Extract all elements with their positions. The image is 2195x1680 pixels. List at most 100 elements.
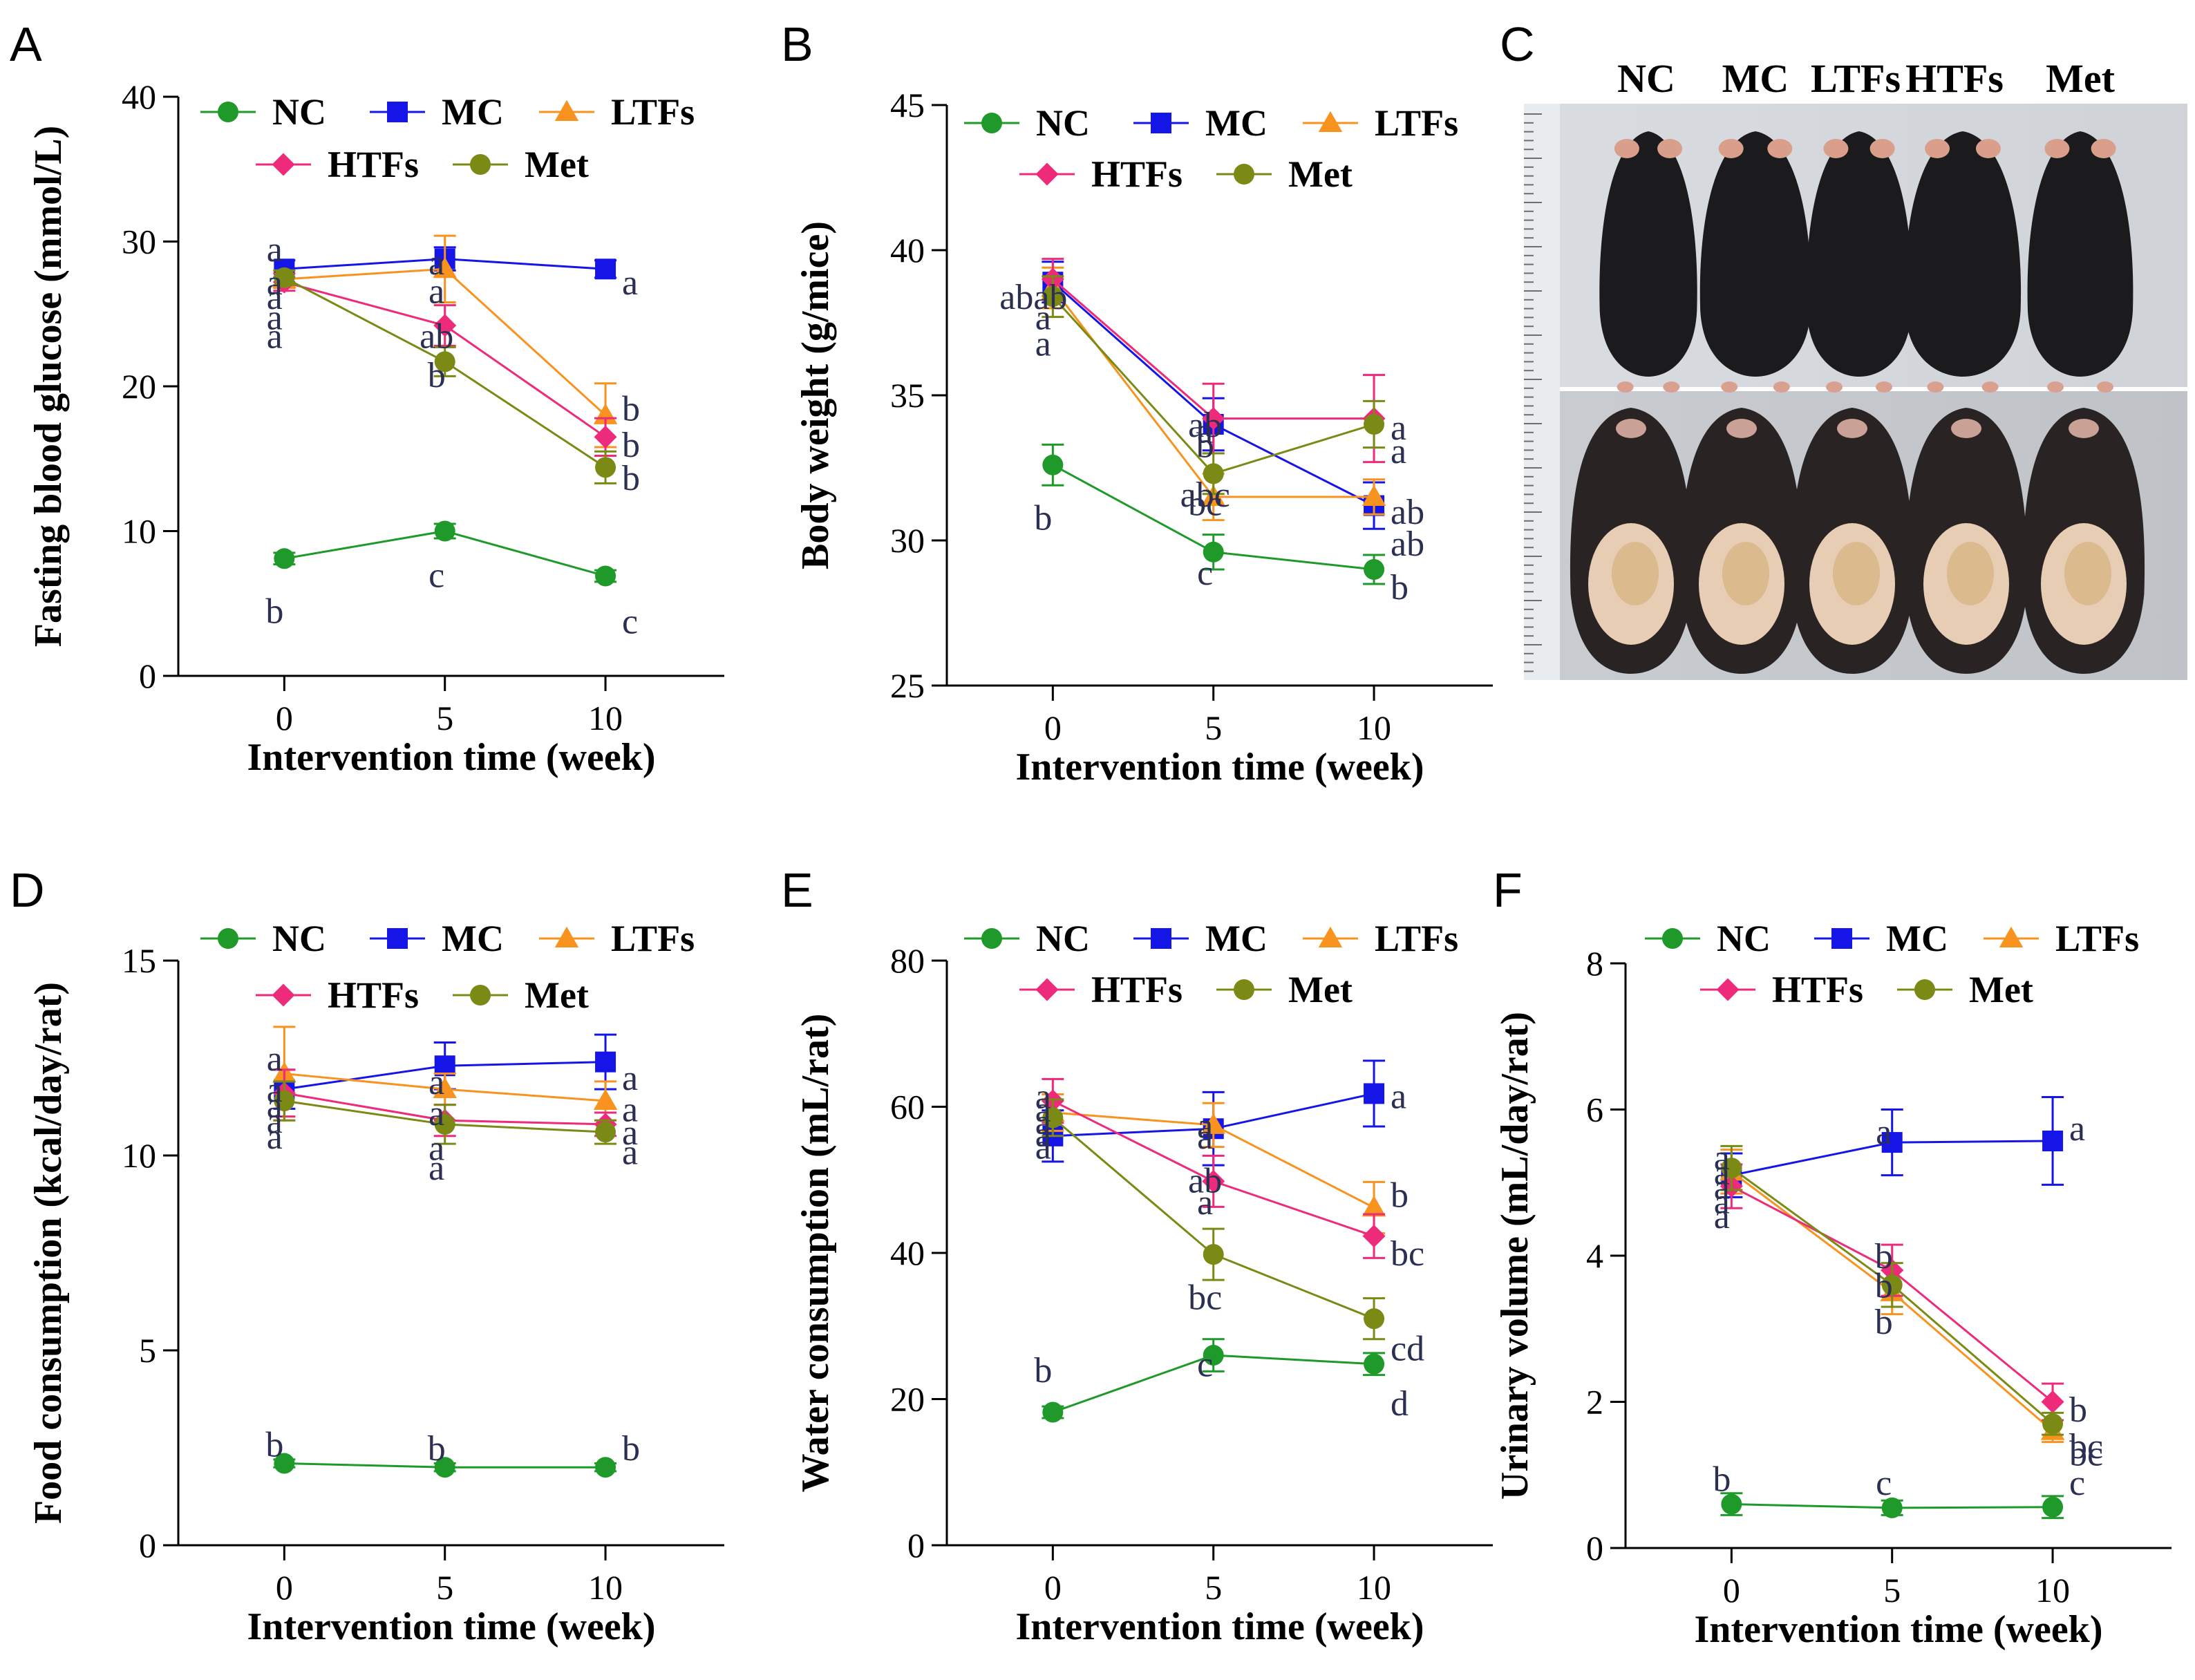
- significance-label: ab: [420, 317, 453, 357]
- marker-htfs: [1202, 1169, 1225, 1193]
- marker-mc: [1364, 1083, 1385, 1104]
- mouse-body: [2027, 131, 2133, 377]
- x-axis-label: Intervention time (week): [1016, 1605, 1424, 1648]
- mice-photo-panel: C NC MC LTFs HTFs Met: [1500, 17, 2187, 680]
- mouse-ear: [2091, 139, 2116, 158]
- marker-ltfs: [1362, 484, 1386, 506]
- x-tick-label: 0: [1044, 1568, 1062, 1607]
- significance-label: a: [622, 1090, 638, 1129]
- significance-label: b: [1034, 498, 1052, 538]
- y-tick-label: 4: [1586, 1236, 1603, 1275]
- legend-label-mc: MC: [1205, 102, 1268, 144]
- significance-label: a: [267, 298, 283, 337]
- mouse-ear: [1718, 139, 1744, 158]
- x-tick-label: 0: [276, 699, 293, 737]
- significance-label: cd: [1391, 1329, 1424, 1368]
- y-tick-label: 40: [890, 231, 925, 270]
- mouse-dorsal-3: [1806, 131, 1912, 393]
- significance-label: bc: [1188, 484, 1222, 523]
- legend-label-ltfs: LTFs: [1375, 102, 1458, 144]
- series-met: [1042, 1098, 1386, 1341]
- significance-label: b: [1875, 1237, 1893, 1276]
- mouse-fat-pad: [2064, 542, 2111, 605]
- photo-label-met: Met: [2046, 56, 2115, 101]
- marker-nc: [218, 102, 238, 122]
- panel-label-b: B: [781, 17, 813, 71]
- significance-label: b: [2069, 1390, 2087, 1430]
- photo-label-nc: NC: [1617, 56, 1675, 101]
- marker-mc: [1831, 928, 1852, 949]
- marker-met: [470, 985, 491, 1006]
- mouse-foot: [2097, 381, 2113, 393]
- marker-mc: [595, 258, 616, 280]
- legend-label-htfs: HTFs: [328, 144, 419, 185]
- panel-label-a: A: [10, 17, 42, 71]
- y-tick-label: 15: [122, 941, 156, 980]
- significance-label: a: [1391, 408, 1406, 448]
- series-htfs: [1041, 1077, 1386, 1259]
- significance-label: b: [1391, 1176, 1409, 1215]
- significance-label: b: [1196, 426, 1214, 465]
- mouse-snout: [1616, 419, 1646, 438]
- legend-label-met: Met: [525, 144, 589, 185]
- marker-met: [274, 1091, 295, 1112]
- x-tick-label: 10: [588, 1568, 623, 1607]
- legend-label-met: Met: [525, 974, 589, 1016]
- mouse-dorsal-5: [2027, 131, 2133, 393]
- mouse-ear: [1614, 139, 1639, 158]
- significance-label: bc: [1391, 1234, 1424, 1274]
- series-met: [273, 1080, 617, 1145]
- legend-label-htfs: HTFs: [1091, 969, 1183, 1010]
- marker-mc: [387, 102, 408, 122]
- significance-label: a: [1035, 1077, 1051, 1117]
- ruler: [1524, 104, 1560, 680]
- significance-label: a: [1197, 411, 1213, 451]
- series-nc: [1042, 443, 1386, 585]
- significance-label: b: [1034, 1351, 1052, 1390]
- marker-met: [434, 351, 455, 372]
- mouse-body: [1904, 131, 2022, 377]
- marker-met: [1881, 1274, 1903, 1296]
- y-tick-label: 40: [122, 77, 156, 116]
- significance-label: a: [1035, 299, 1051, 338]
- significance-label: a: [1035, 1091, 1051, 1130]
- mouse-fat-pad: [1833, 542, 1880, 605]
- marker-ltfs: [1318, 926, 1343, 947]
- significance-label: ab: [1391, 525, 1424, 564]
- marker-nc: [981, 928, 1002, 949]
- legend-label-mc: MC: [1886, 918, 1948, 959]
- significance-label: a: [267, 263, 283, 303]
- significance-label: abab: [999, 278, 1067, 317]
- photo-label-htfs: HTFs: [1905, 56, 2004, 101]
- marker-ltfs: [593, 1088, 618, 1110]
- significance-label: a: [1197, 1183, 1213, 1223]
- significance-label: a: [1035, 1103, 1051, 1142]
- legend-label-nc: NC: [272, 91, 326, 133]
- significance-label: c: [1876, 1464, 1892, 1503]
- marker-htfs: [1716, 978, 1740, 1001]
- significance-label: a: [267, 1102, 283, 1141]
- marker-met: [434, 1113, 455, 1135]
- significance-label: ab: [1391, 493, 1424, 532]
- mouse-ear: [1975, 139, 2001, 158]
- panel-label-c: C: [1500, 17, 1535, 71]
- significance-label: a: [622, 1133, 638, 1172]
- significance-label: ab: [1188, 406, 1222, 445]
- y-tick-label: 80: [890, 941, 925, 980]
- x-tick-label: 5: [1883, 1571, 1901, 1610]
- mouse-dorsal-2: [1699, 131, 1811, 393]
- series-nc: [1720, 1492, 2064, 1520]
- y-axis-label: Urinary volume (mL/day/rat): [1494, 1012, 1536, 1500]
- mouse-ventral-3: [1791, 408, 1914, 674]
- marker-met: [1234, 979, 1254, 1000]
- mouse-ventral-2: [1680, 408, 1803, 674]
- significance-label: a: [1035, 1128, 1051, 1167]
- marker-nc: [1662, 928, 1683, 949]
- legend-label-htfs: HTFs: [1091, 153, 1183, 195]
- y-tick-label: 25: [890, 666, 925, 705]
